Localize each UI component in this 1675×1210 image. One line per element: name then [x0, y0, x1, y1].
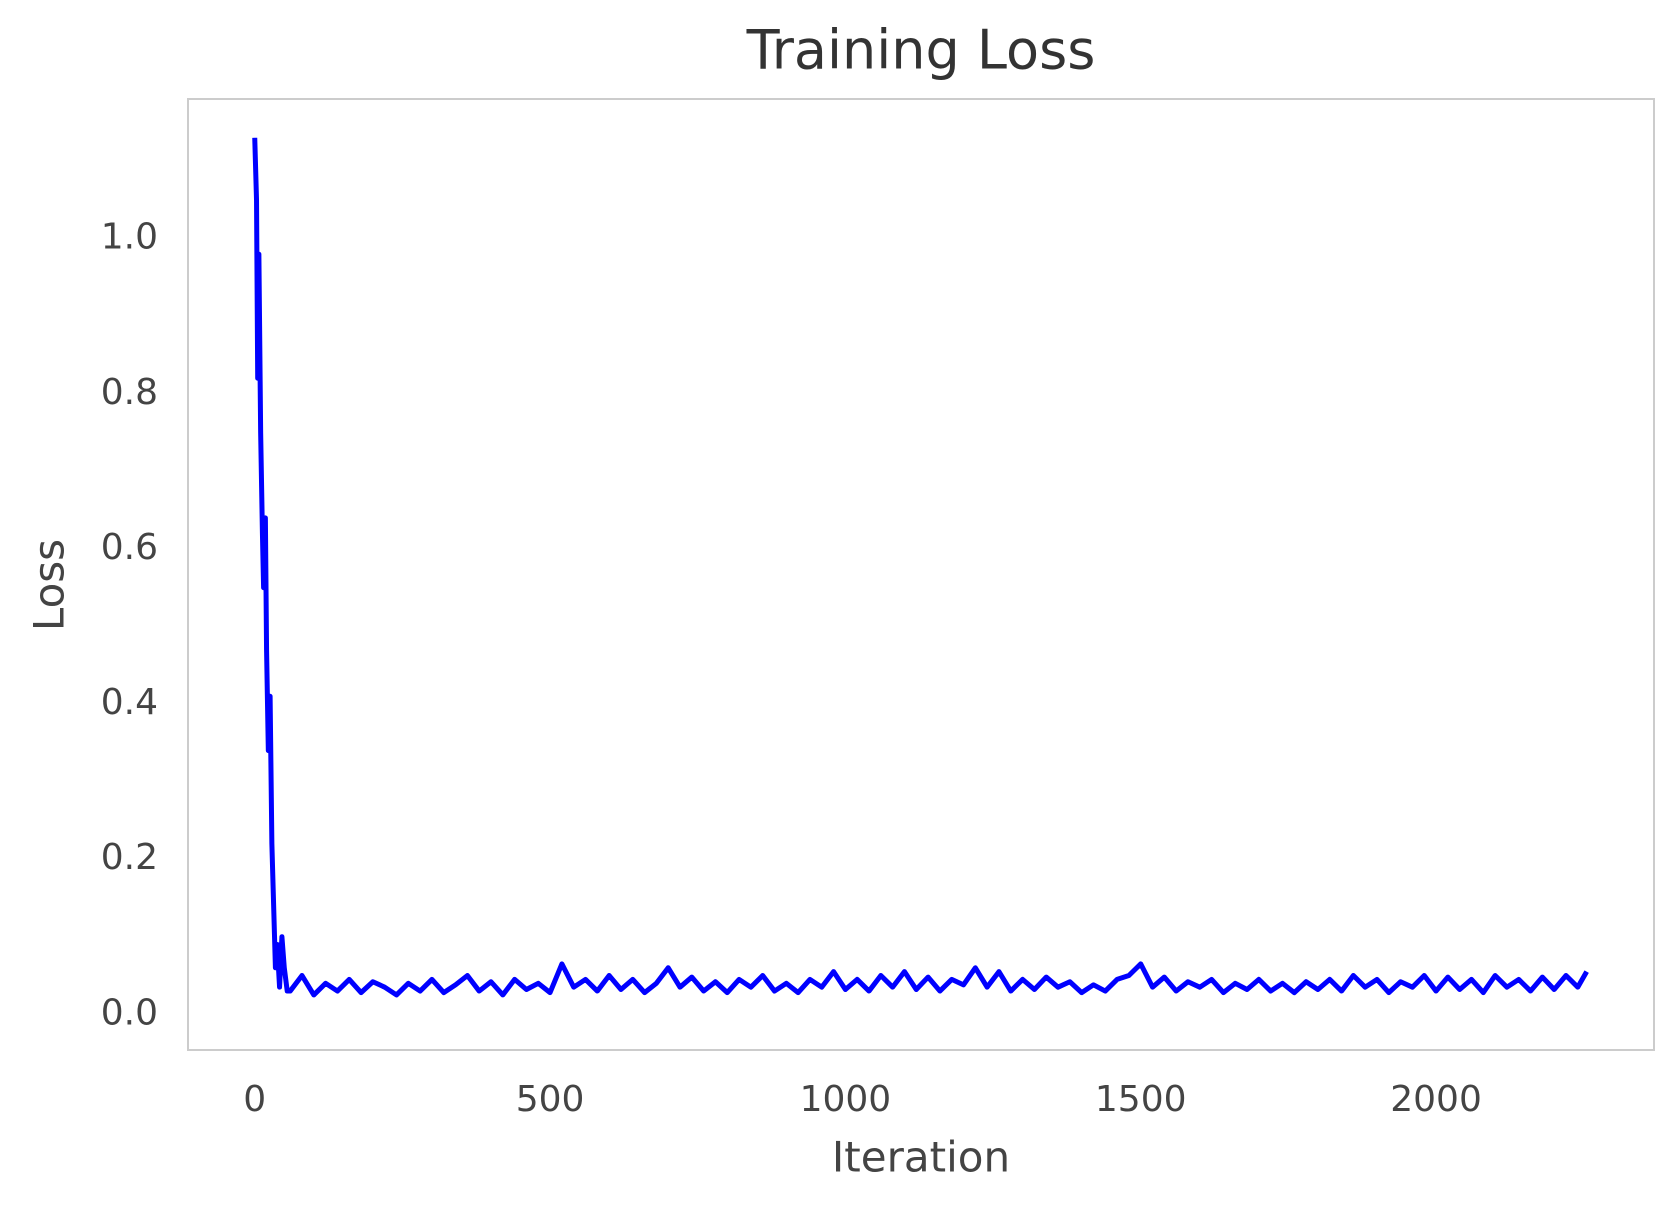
plot-frame: [187, 98, 1655, 1051]
x-tick-label: 1500: [1095, 1079, 1187, 1120]
y-axis-label: Loss: [25, 539, 74, 631]
y-tick-label: 0.4: [101, 682, 158, 723]
y-tick-label: 1.0: [101, 217, 158, 258]
x-tick-label: 0: [243, 1079, 266, 1120]
y-tick-label: 0.6: [101, 527, 158, 568]
y-tick-label: 0.8: [101, 372, 158, 413]
loss-line: [252, 137, 1589, 998]
y-tick-label: 0.2: [101, 837, 158, 878]
x-tick-label: 1000: [800, 1079, 892, 1120]
x-tick-label: 2000: [1390, 1079, 1482, 1120]
chart-title: Training Loss: [746, 19, 1096, 82]
x-tick-label: 500: [516, 1079, 585, 1120]
y-tick-label: 0.0: [101, 992, 158, 1033]
x-axis-label: Iteration: [832, 1133, 1010, 1182]
